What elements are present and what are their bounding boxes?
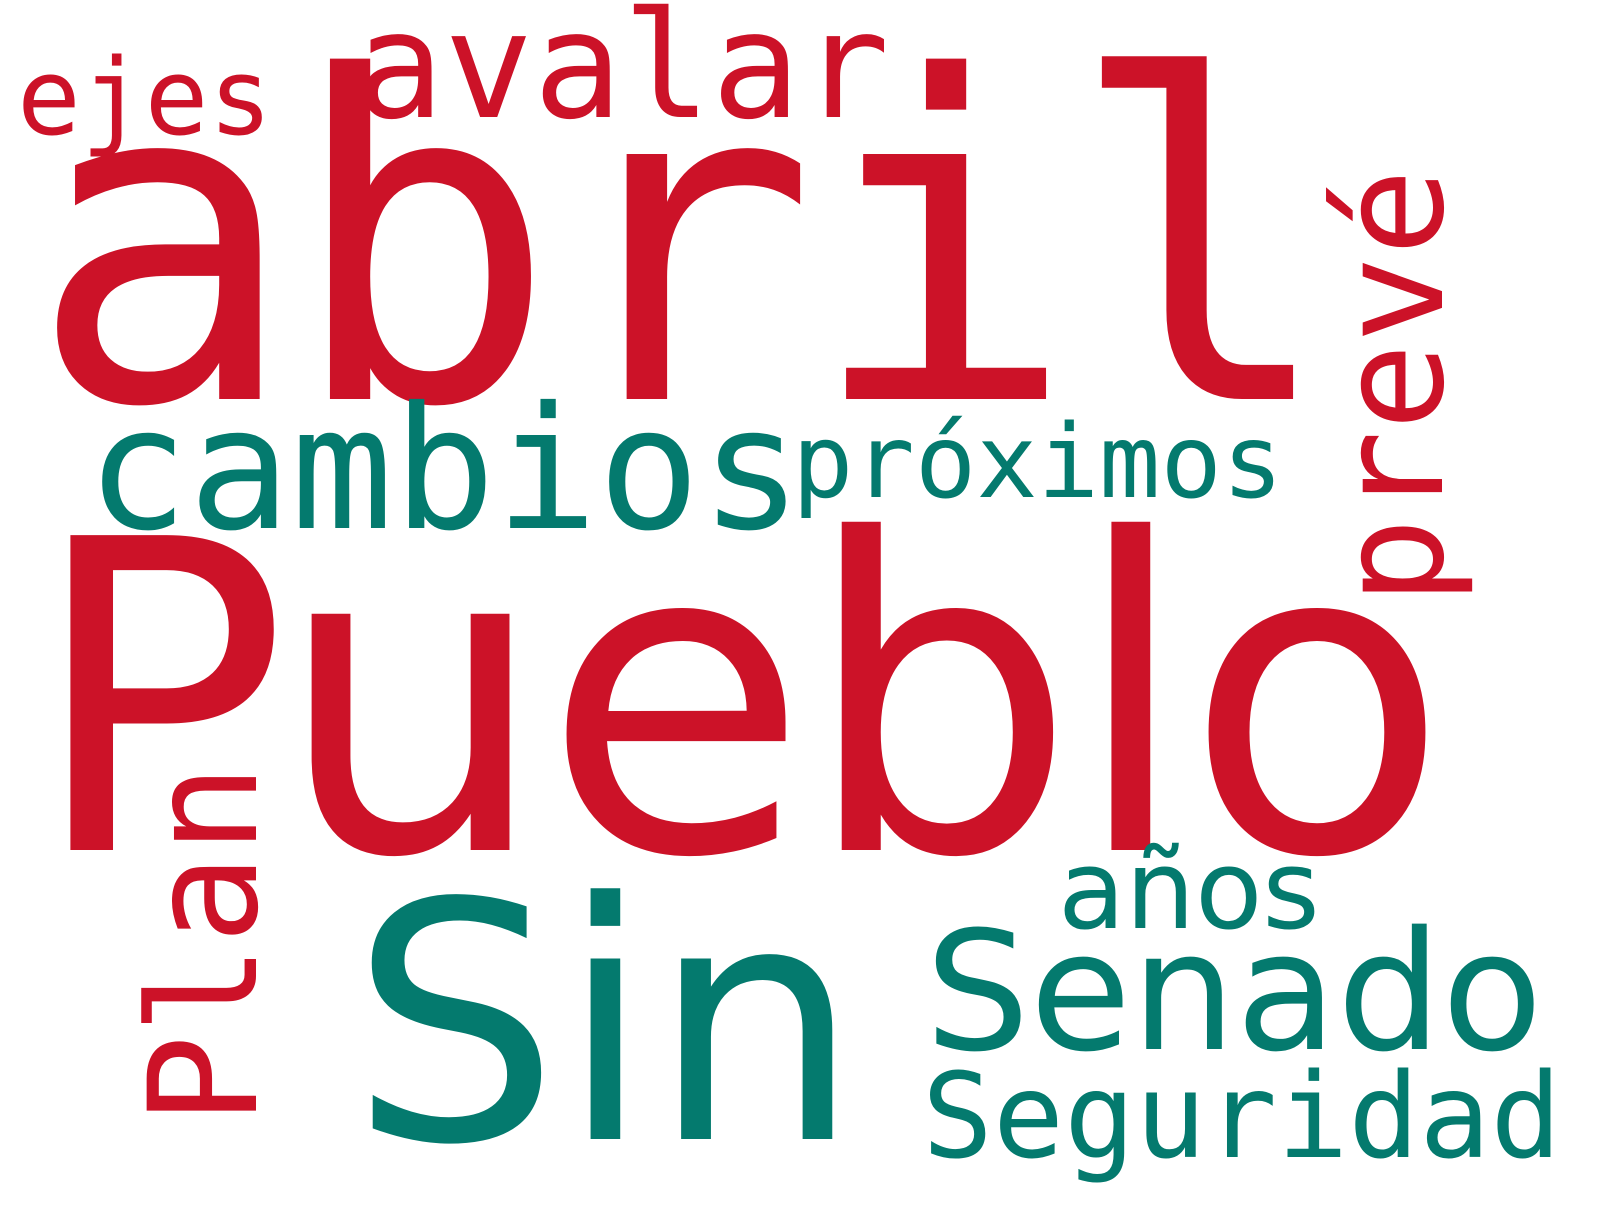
word-sin: Sin	[350, 833, 861, 1217]
word-proximos: próximos	[792, 403, 1284, 522]
word-ejes: ejes	[17, 36, 273, 159]
word-abril: abril	[28, 0, 1337, 505]
word-cambios: cambios	[86, 371, 803, 569]
word-seguridad: Seguridad	[922, 1047, 1562, 1185]
word-avalar: avalar	[355, 0, 890, 152]
word-plan: Plan	[118, 763, 292, 1125]
word-anos: años	[1058, 826, 1320, 954]
word-pueblo: Pueblo	[28, 449, 1449, 952]
word-preve: prevé	[1308, 168, 1477, 606]
word-senado: Senado	[925, 896, 1543, 1088]
